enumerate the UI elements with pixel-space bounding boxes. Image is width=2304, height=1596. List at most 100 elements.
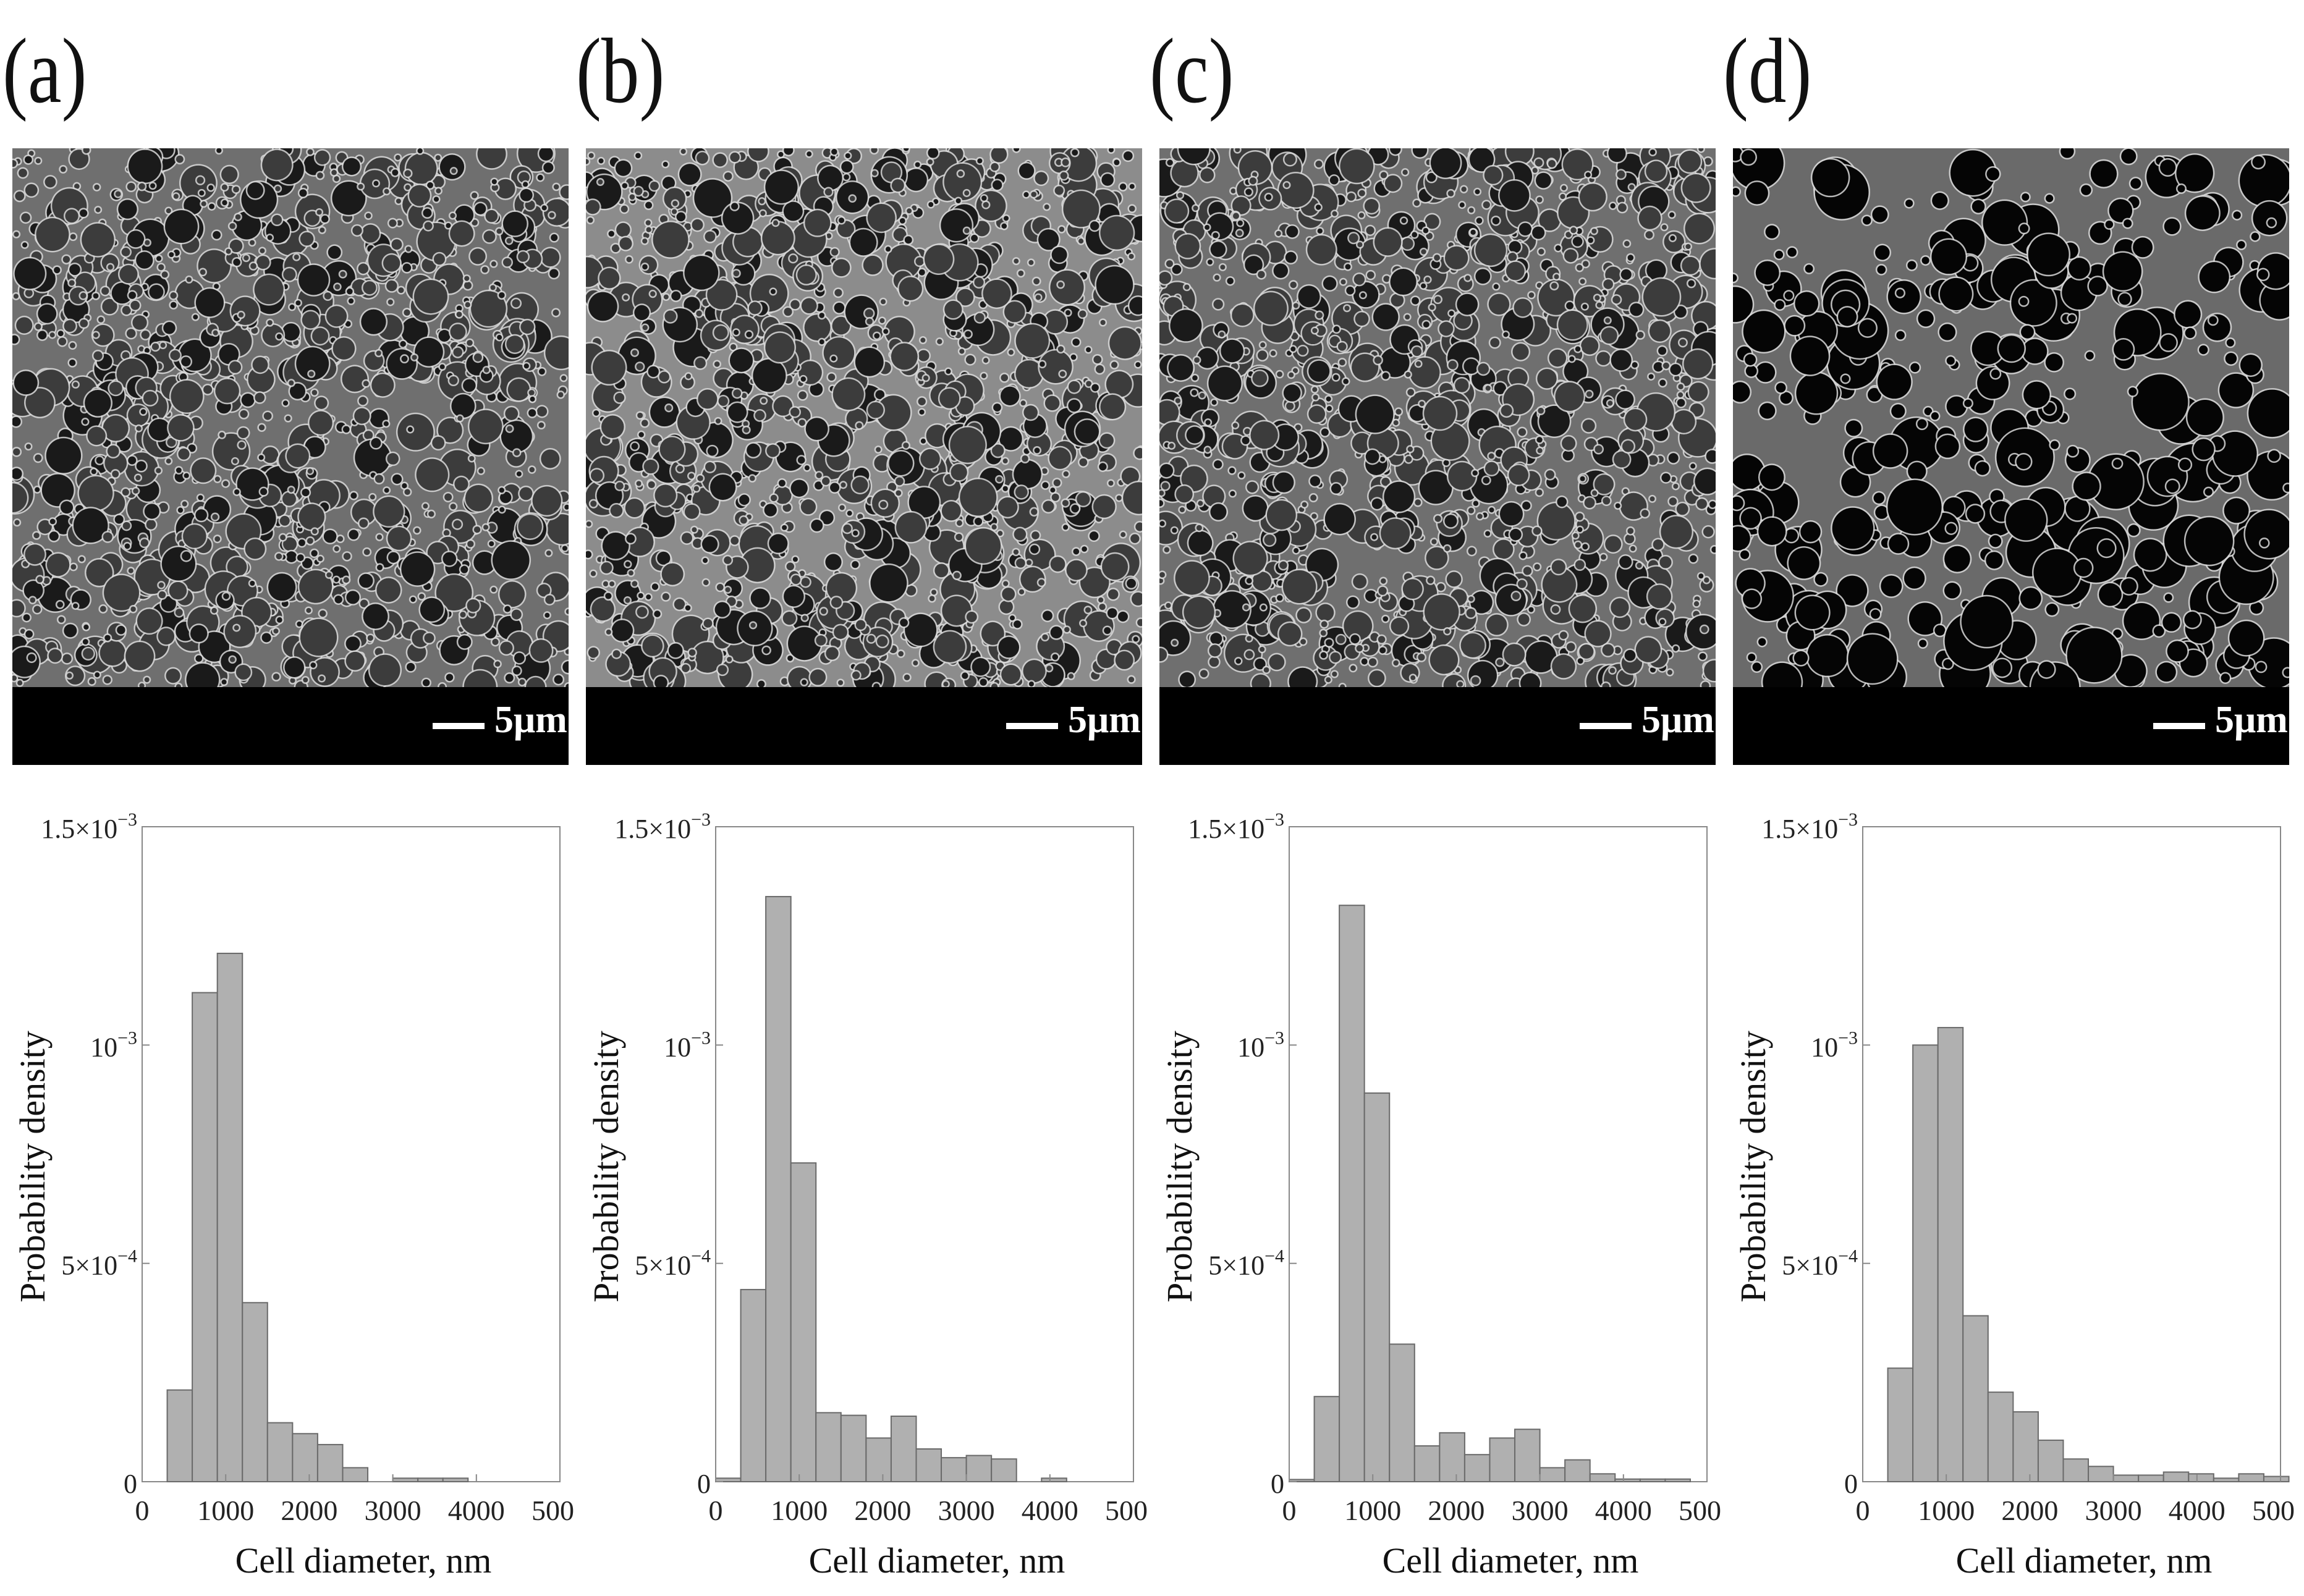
y-tick-label: 0	[1271, 1469, 1284, 1499]
x-tick-label: 3000	[2085, 1495, 2142, 1526]
y-tick-label: 0	[124, 1469, 137, 1499]
histogram-bar	[2037, 1439, 2064, 1482]
histogram-bar	[2213, 1477, 2240, 1483]
x-tick-label: 4000	[2169, 1495, 2226, 1526]
x-tick-label: 1000	[1918, 1495, 1975, 1526]
x-tick-label: 0	[1282, 1495, 1297, 1526]
histogram-bar	[1564, 1459, 1591, 1482]
histogram-bar	[915, 1448, 942, 1482]
histogram-bar	[2062, 1458, 2090, 1482]
histogram-bar	[216, 952, 244, 1482]
x-tick-label: 2000	[2001, 1495, 2058, 1526]
histogram-bar	[1363, 1092, 1391, 1483]
x-tick-label: 1000	[771, 1495, 828, 1526]
x-tick-label: 4000	[1595, 1495, 1652, 1526]
sem-micrograph: 5μm	[1159, 148, 1716, 765]
x-tick-label: 0	[1856, 1495, 1870, 1526]
histogram-bar	[1413, 1445, 1441, 1483]
scale-bar-label: 5μm	[1068, 699, 1141, 741]
histogram-bar	[2012, 1411, 2039, 1483]
panel-label: (c)	[1150, 20, 1234, 122]
x-tick-label: 1000	[197, 1495, 254, 1526]
histogram-bar	[941, 1457, 967, 1482]
x-axis-label: Cell diameter, nm	[235, 1540, 492, 1581]
histogram-bar	[1489, 1437, 1516, 1482]
histogram-bar	[1962, 1315, 1989, 1482]
y-tick-label: 5×10−4	[61, 1246, 137, 1281]
porous-structure-image	[12, 148, 569, 687]
porous-structure-image	[1159, 148, 1716, 687]
panel-label: (d)	[1723, 20, 1812, 122]
histogram-bar	[316, 1443, 344, 1483]
histogram-bar	[1389, 1343, 1415, 1483]
y-axis-label: Probability density	[1733, 1031, 1773, 1303]
x-axis-label: Cell diameter, nm	[809, 1540, 1065, 1581]
histogram-bar	[991, 1458, 1017, 1482]
y-tick-label: 1.5×10−3	[1188, 809, 1284, 844]
x-tick-label: 3000	[938, 1495, 995, 1526]
x-tick-label: 0	[709, 1495, 723, 1526]
histogram-bar	[242, 1302, 268, 1482]
histogram-bar	[765, 896, 792, 1483]
histogram-bar	[392, 1477, 419, 1483]
y-tick-label: 1.5×10−3	[614, 809, 711, 844]
x-tick-label: 2000	[1428, 1495, 1484, 1526]
histogram-bar	[1514, 1429, 1541, 1483]
histogram-bar	[2263, 1476, 2290, 1483]
x-tick-label: 3000	[1512, 1495, 1569, 1526]
histogram-bar	[815, 1412, 842, 1483]
scale-bar-label: 5μm	[1641, 699, 1714, 741]
histogram-bar	[865, 1437, 892, 1482]
y-tick-label: 5×10−4	[1782, 1246, 1858, 1281]
y-tick-label: 10−3	[1811, 1028, 1858, 1062]
y-tick-label: 5×10−4	[635, 1246, 711, 1281]
y-axis-label: Probability density	[1159, 1031, 1200, 1303]
y-tick-label: 0	[697, 1469, 711, 1499]
x-tick-label: 4000	[1022, 1495, 1078, 1526]
scale-bar	[2153, 723, 2205, 729]
y-tick-label: 5×10−4	[1208, 1246, 1284, 1281]
histogram-bar	[166, 1389, 193, 1482]
y-tick-label: 1.5×10−3	[1761, 809, 1858, 844]
y-tick-label: 10−3	[664, 1028, 711, 1062]
histogram-bar	[442, 1477, 469, 1483]
scale-bar	[1006, 723, 1058, 729]
x-tick-label: 3000	[365, 1495, 421, 1526]
x-tick-label: 2000	[854, 1495, 911, 1526]
scale-bar-label: 5μm	[2215, 699, 2288, 741]
histogram-bar	[1313, 1396, 1340, 1483]
scale-bar	[433, 723, 485, 729]
panel-label: (b)	[576, 20, 665, 122]
histogram-bar	[1639, 1478, 1666, 1483]
histogram-bar	[2138, 1474, 2164, 1483]
histogram-bar	[192, 992, 218, 1482]
histogram-bar	[2088, 1466, 2114, 1483]
y-tick-label: 0	[1844, 1469, 1858, 1499]
sem-micrograph: 5μm	[1733, 148, 2289, 765]
y-tick-label: 1.5×10−3	[41, 809, 137, 844]
histogram-bar	[342, 1467, 369, 1483]
histogram-bar	[266, 1422, 294, 1482]
x-tick-label: 4000	[448, 1495, 505, 1526]
histogram-bar	[890, 1416, 917, 1482]
scale-bar-label: 5μm	[494, 699, 567, 741]
histogram-bar	[1887, 1367, 1914, 1482]
histogram-bar	[1589, 1473, 1616, 1483]
y-axis-label: Probability density	[586, 1031, 626, 1303]
scale-bar-strip: 5μm	[1159, 687, 1716, 765]
histogram-bar	[1339, 905, 1365, 1482]
y-tick-label: 10−3	[90, 1028, 137, 1062]
histogram-bar	[1664, 1478, 1691, 1483]
x-axis-label: Cell diameter, nm	[1956, 1540, 2213, 1581]
